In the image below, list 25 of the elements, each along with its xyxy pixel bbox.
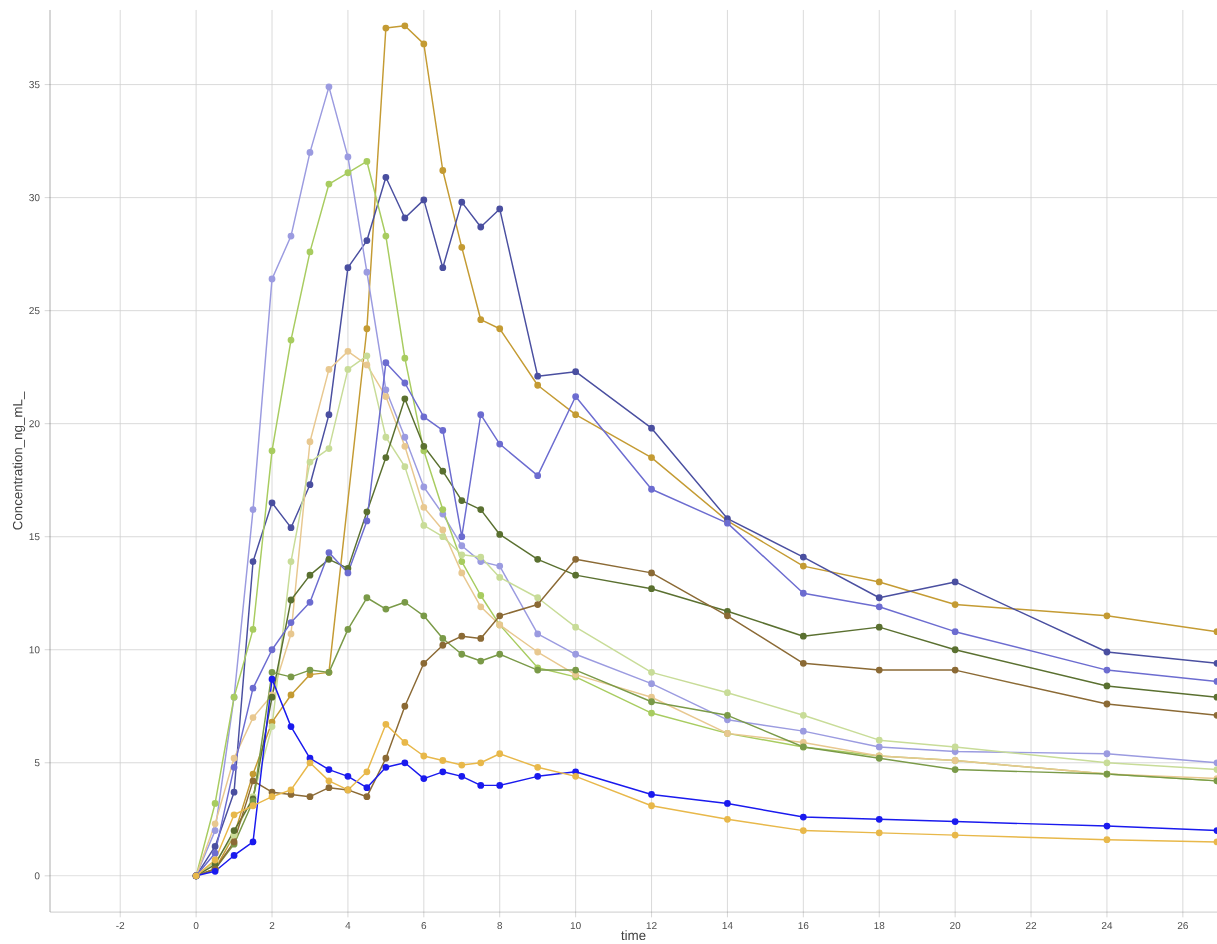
y-tick-label: 15: [29, 533, 40, 541]
x-tick-label: 14: [722, 922, 733, 929]
x-tick-label: 16: [798, 922, 809, 930]
y-tick-label: 25: [29, 307, 40, 315]
y-tick-label: 30: [29, 194, 40, 202]
x-tick-label: 24: [1101, 922, 1113, 930]
y-tick-label: 20: [29, 420, 40, 428]
x-tick-label: 20: [950, 922, 961, 930]
y-tick-label: 0: [34, 872, 40, 880]
x-tick-label: 4: [345, 922, 351, 929]
y-tick-label: 5: [34, 759, 40, 767]
x-tick-label: 8: [497, 922, 503, 930]
x-tick-label: 26: [1177, 922, 1188, 930]
x-tick-label: 6: [421, 922, 427, 930]
x-axis-title: time: [621, 930, 646, 941]
y-tick-label: 35: [29, 81, 40, 89]
x-tick-label: 22: [1025, 922, 1037, 930]
y-tick-label: 10: [29, 646, 40, 654]
x-tick-label: 2: [269, 922, 275, 930]
x-tick-label: 18: [874, 922, 885, 930]
x-tick-label: 10: [570, 922, 581, 930]
x-tick-label: 12: [646, 922, 657, 930]
y-axis-title: Concentration_ng_mL_: [12, 391, 26, 530]
x-tick-label: 0: [193, 922, 199, 930]
x-tick-label: -2: [116, 922, 125, 930]
